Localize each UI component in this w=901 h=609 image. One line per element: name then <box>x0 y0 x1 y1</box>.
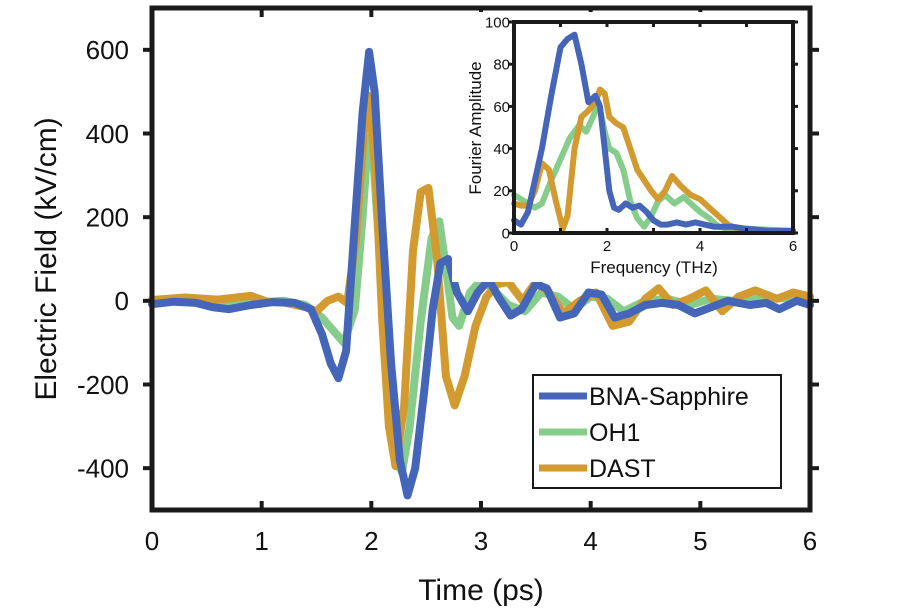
inset-x-tick-label: 4 <box>696 238 704 255</box>
inset-series-dast <box>511 86 796 234</box>
legend-label-bna-sapphire: BNA-Sapphire <box>589 383 749 411</box>
main-y-tick-label: 200 <box>86 203 129 233</box>
main-x-tick-label: 4 <box>583 526 597 556</box>
inset-y-tick-label: 80 <box>493 57 510 74</box>
main-x-axis-label: Time (ps) <box>418 574 544 607</box>
inset-y-tick-label: 20 <box>493 183 510 200</box>
inset-x-tick-label: 6 <box>789 238 797 255</box>
main-y-tick-label: 600 <box>86 35 129 65</box>
inset-series-group <box>511 31 796 234</box>
main-x-tick-label: 1 <box>254 526 268 556</box>
inset-y-tick-label: 100 <box>485 14 510 31</box>
main-x-tick-label: 0 <box>145 526 159 556</box>
main-x-tick-label: 6 <box>803 526 817 556</box>
inset-x-tick-label: 2 <box>603 238 611 255</box>
legend-item-oh1: OH1 <box>539 419 640 447</box>
main-y-axis-label: Electric Field (kV/cm) <box>30 117 63 400</box>
inset-y-ticks: 0 20 40 60 80 100 <box>485 14 798 242</box>
main-y-tick-label: 0 <box>115 286 129 316</box>
inset-y-tick-label: 60 <box>493 99 510 116</box>
inset-y-tick-label: 0 <box>502 225 510 242</box>
inset-y-axis-label: Fourier Amplitude <box>466 61 485 194</box>
inset-y-tick-label: 40 <box>493 141 510 158</box>
legend-label-oh1: OH1 <box>589 419 640 447</box>
inset-plot: 0 2 4 6 0 20 40 60 80 100 Frequency (THz) Fourie… <box>452 12 802 282</box>
inset-x-tick-label: 0 <box>510 238 518 255</box>
legend-label-dast: DAST <box>589 455 656 483</box>
inset-x-ticks: 0 2 4 6 <box>510 22 797 255</box>
main-x-ticks: 0 1 2 3 4 5 6 <box>145 8 817 556</box>
inset-series-bna-sapphire <box>511 31 796 234</box>
main-x-tick-label: 2 <box>364 526 378 556</box>
main-y-tick-label: 400 <box>86 119 129 149</box>
main-x-tick-label: 5 <box>693 526 707 556</box>
legend-item-dast: DAST <box>539 455 656 483</box>
main-y-tick-label: -400 <box>77 454 129 484</box>
inset-x-axis-label: Frequency (THz) <box>590 258 718 277</box>
legend-item-bna-sapphire: BNA-Sapphire <box>539 383 749 411</box>
legend: BNA-Sapphire OH1 DAST <box>532 374 782 489</box>
main-y-tick-label: -200 <box>77 370 129 400</box>
main-x-tick-label: 3 <box>474 526 488 556</box>
